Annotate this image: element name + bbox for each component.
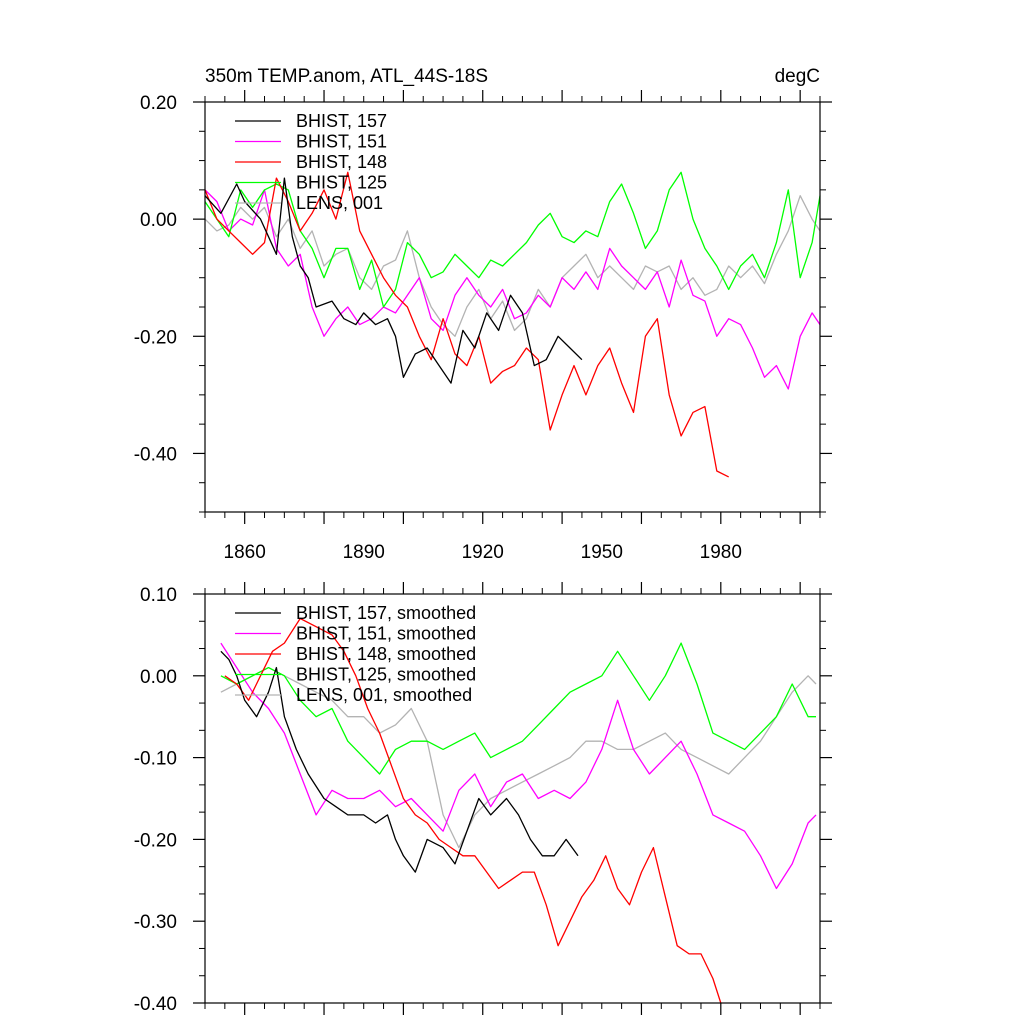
legend-label: BHIST, 125, smoothed [296, 665, 476, 685]
top-panel: 350m TEMP.anom, ATL_44S-18S degC 0.20 0.0… [134, 66, 832, 563]
legend-label: LENS, 001, smoothed [296, 685, 472, 705]
top-panel-ticks: 0.20 0.00 -0.20 -0.40 1860 1890 1920 1950 1980 [134, 90, 832, 563]
legend-label: BHIST, 148 [296, 152, 387, 172]
y-tick-label: -0.20 [134, 830, 177, 851]
y-tick-label: -0.40 [134, 444, 177, 465]
legend-label: LENS, 001 [296, 193, 383, 213]
series-line-4 [204, 195, 821, 337]
series-line-4 [220, 666, 817, 849]
x-tick-label: 1890 [343, 542, 385, 563]
legend-label: BHIST, 151 [296, 132, 387, 152]
y-tick-label: -0.10 [134, 749, 177, 770]
y-tick-label: 0.20 [140, 93, 177, 114]
series-line-1 [220, 642, 817, 890]
series-line-0 [220, 650, 579, 873]
y-tick-label: 0.10 [140, 585, 177, 606]
bottom-panel: 0.10 0.00 -0.10 -0.20 -0.30 -0.40 BHIST, 157,… [134, 582, 832, 1015]
legend-label: BHIST, 157 [296, 111, 387, 131]
bottom-panel-frame [204, 593, 821, 1004]
x-tick-label: 1920 [462, 542, 504, 563]
bottom-panel-ticks: 0.10 0.00 -0.10 -0.20 -0.30 -0.40 [134, 582, 832, 1015]
y-tick-label: -0.20 [134, 327, 177, 348]
series-line-2 [204, 171, 729, 478]
legend-label: BHIST, 157, smoothed [296, 603, 476, 623]
series-line-1 [204, 189, 821, 390]
bottom-panel-series [220, 617, 817, 1004]
series-line-3 [204, 171, 821, 308]
series-line-3 [220, 642, 816, 775]
legend-label: BHIST, 125 [296, 173, 387, 193]
series-line-0 [204, 177, 583, 384]
legend-label: BHIST, 148, smoothed [296, 644, 476, 664]
top-panel-title: 350m TEMP.anom, ATL_44S-18S [205, 66, 488, 87]
top-panel-frame [204, 101, 821, 513]
legend-label: BHIST, 151, smoothed [296, 624, 476, 644]
series-line-2 [224, 617, 722, 1004]
x-tick-label: 1860 [224, 542, 266, 563]
y-tick-label: -0.40 [134, 994, 177, 1015]
top-panel-units: degC [775, 66, 820, 87]
x-tick-label: 1980 [700, 542, 742, 563]
x-tick-label: 1950 [581, 542, 623, 563]
y-tick-label: 0.00 [140, 210, 177, 231]
y-tick-label: -0.30 [134, 912, 177, 933]
y-tick-label: 0.00 [140, 667, 177, 688]
top-panel-series [204, 171, 821, 478]
